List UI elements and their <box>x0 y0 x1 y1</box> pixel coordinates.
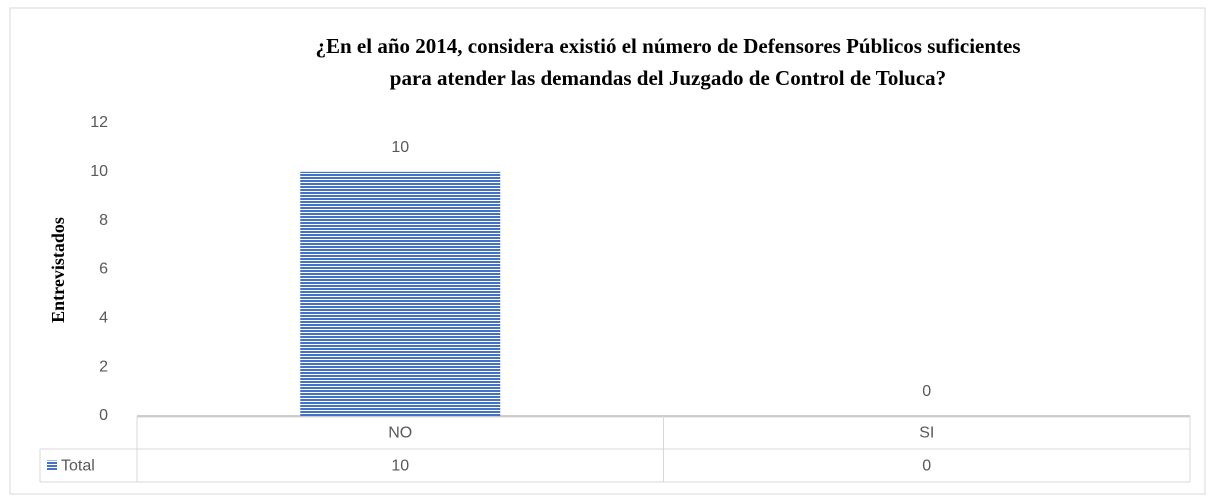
table-value: 10 <box>391 458 409 475</box>
chart-title: para atender las demandas del Juzgado de… <box>390 66 946 90</box>
chart-border <box>9 7 1206 495</box>
table-value: 0 <box>922 458 931 475</box>
legend-label: Total <box>61 458 95 475</box>
x-tick-label: NO <box>388 425 412 442</box>
y-tick-label: 6 <box>99 261 108 278</box>
y-tick-label: 8 <box>99 212 108 229</box>
y-tick-label: 10 <box>90 163 108 180</box>
y-tick-label: 12 <box>90 114 108 131</box>
bar <box>300 171 501 416</box>
data-label: 10 <box>391 139 409 156</box>
chart-title: ¿En el año 2014, considera existió el nú… <box>315 34 1020 58</box>
y-tick-label: 4 <box>99 310 108 327</box>
x-tick-label: SI <box>919 425 934 442</box>
y-axis-label: Entrevistados <box>48 217 68 323</box>
legend-key <box>47 460 57 471</box>
data-label: 0 <box>922 383 931 400</box>
y-tick-label: 2 <box>99 358 108 375</box>
y-tick-label: 0 <box>99 407 108 424</box>
